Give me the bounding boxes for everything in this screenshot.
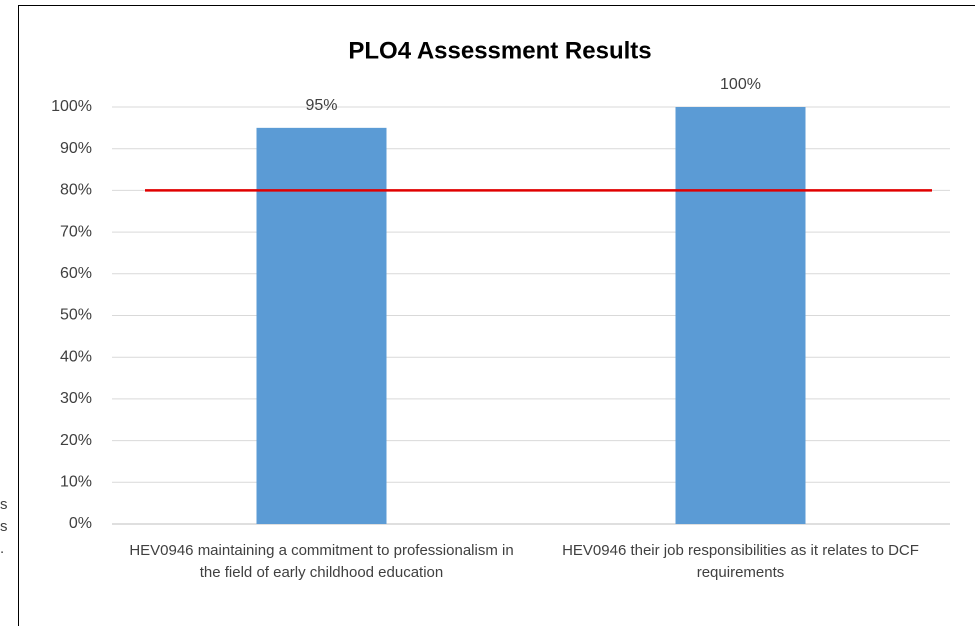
y-tick-label: 70% bbox=[60, 223, 92, 240]
y-tick-label: 90% bbox=[60, 140, 92, 157]
chart-frame bbox=[18, 5, 975, 626]
y-tick-label: 40% bbox=[60, 348, 92, 365]
text-fragment: s bbox=[0, 496, 8, 513]
y-tick-label: 0% bbox=[69, 515, 92, 532]
value-label: 95% bbox=[305, 97, 337, 114]
y-tick-label: 60% bbox=[60, 265, 92, 282]
bar bbox=[256, 127, 387, 524]
text-fragment: s bbox=[0, 518, 8, 535]
value-label: 100% bbox=[720, 76, 761, 93]
y-tick-label: 100% bbox=[51, 98, 92, 115]
x-tick-label: HEV0946 their job responsibilities as it… bbox=[562, 542, 919, 581]
y-tick-label: 30% bbox=[60, 390, 92, 407]
y-tick-label: 10% bbox=[60, 474, 92, 491]
y-tick-label: 80% bbox=[60, 182, 92, 199]
x-tick-label: HEV0946 maintaining a commitment to prof… bbox=[129, 542, 514, 581]
text-fragment: . bbox=[0, 540, 5, 557]
bar bbox=[675, 107, 806, 524]
chart-title: PLO4 Assessment Results bbox=[348, 37, 651, 64]
y-tick-label: 50% bbox=[60, 307, 92, 324]
y-tick-label: 20% bbox=[60, 432, 92, 449]
